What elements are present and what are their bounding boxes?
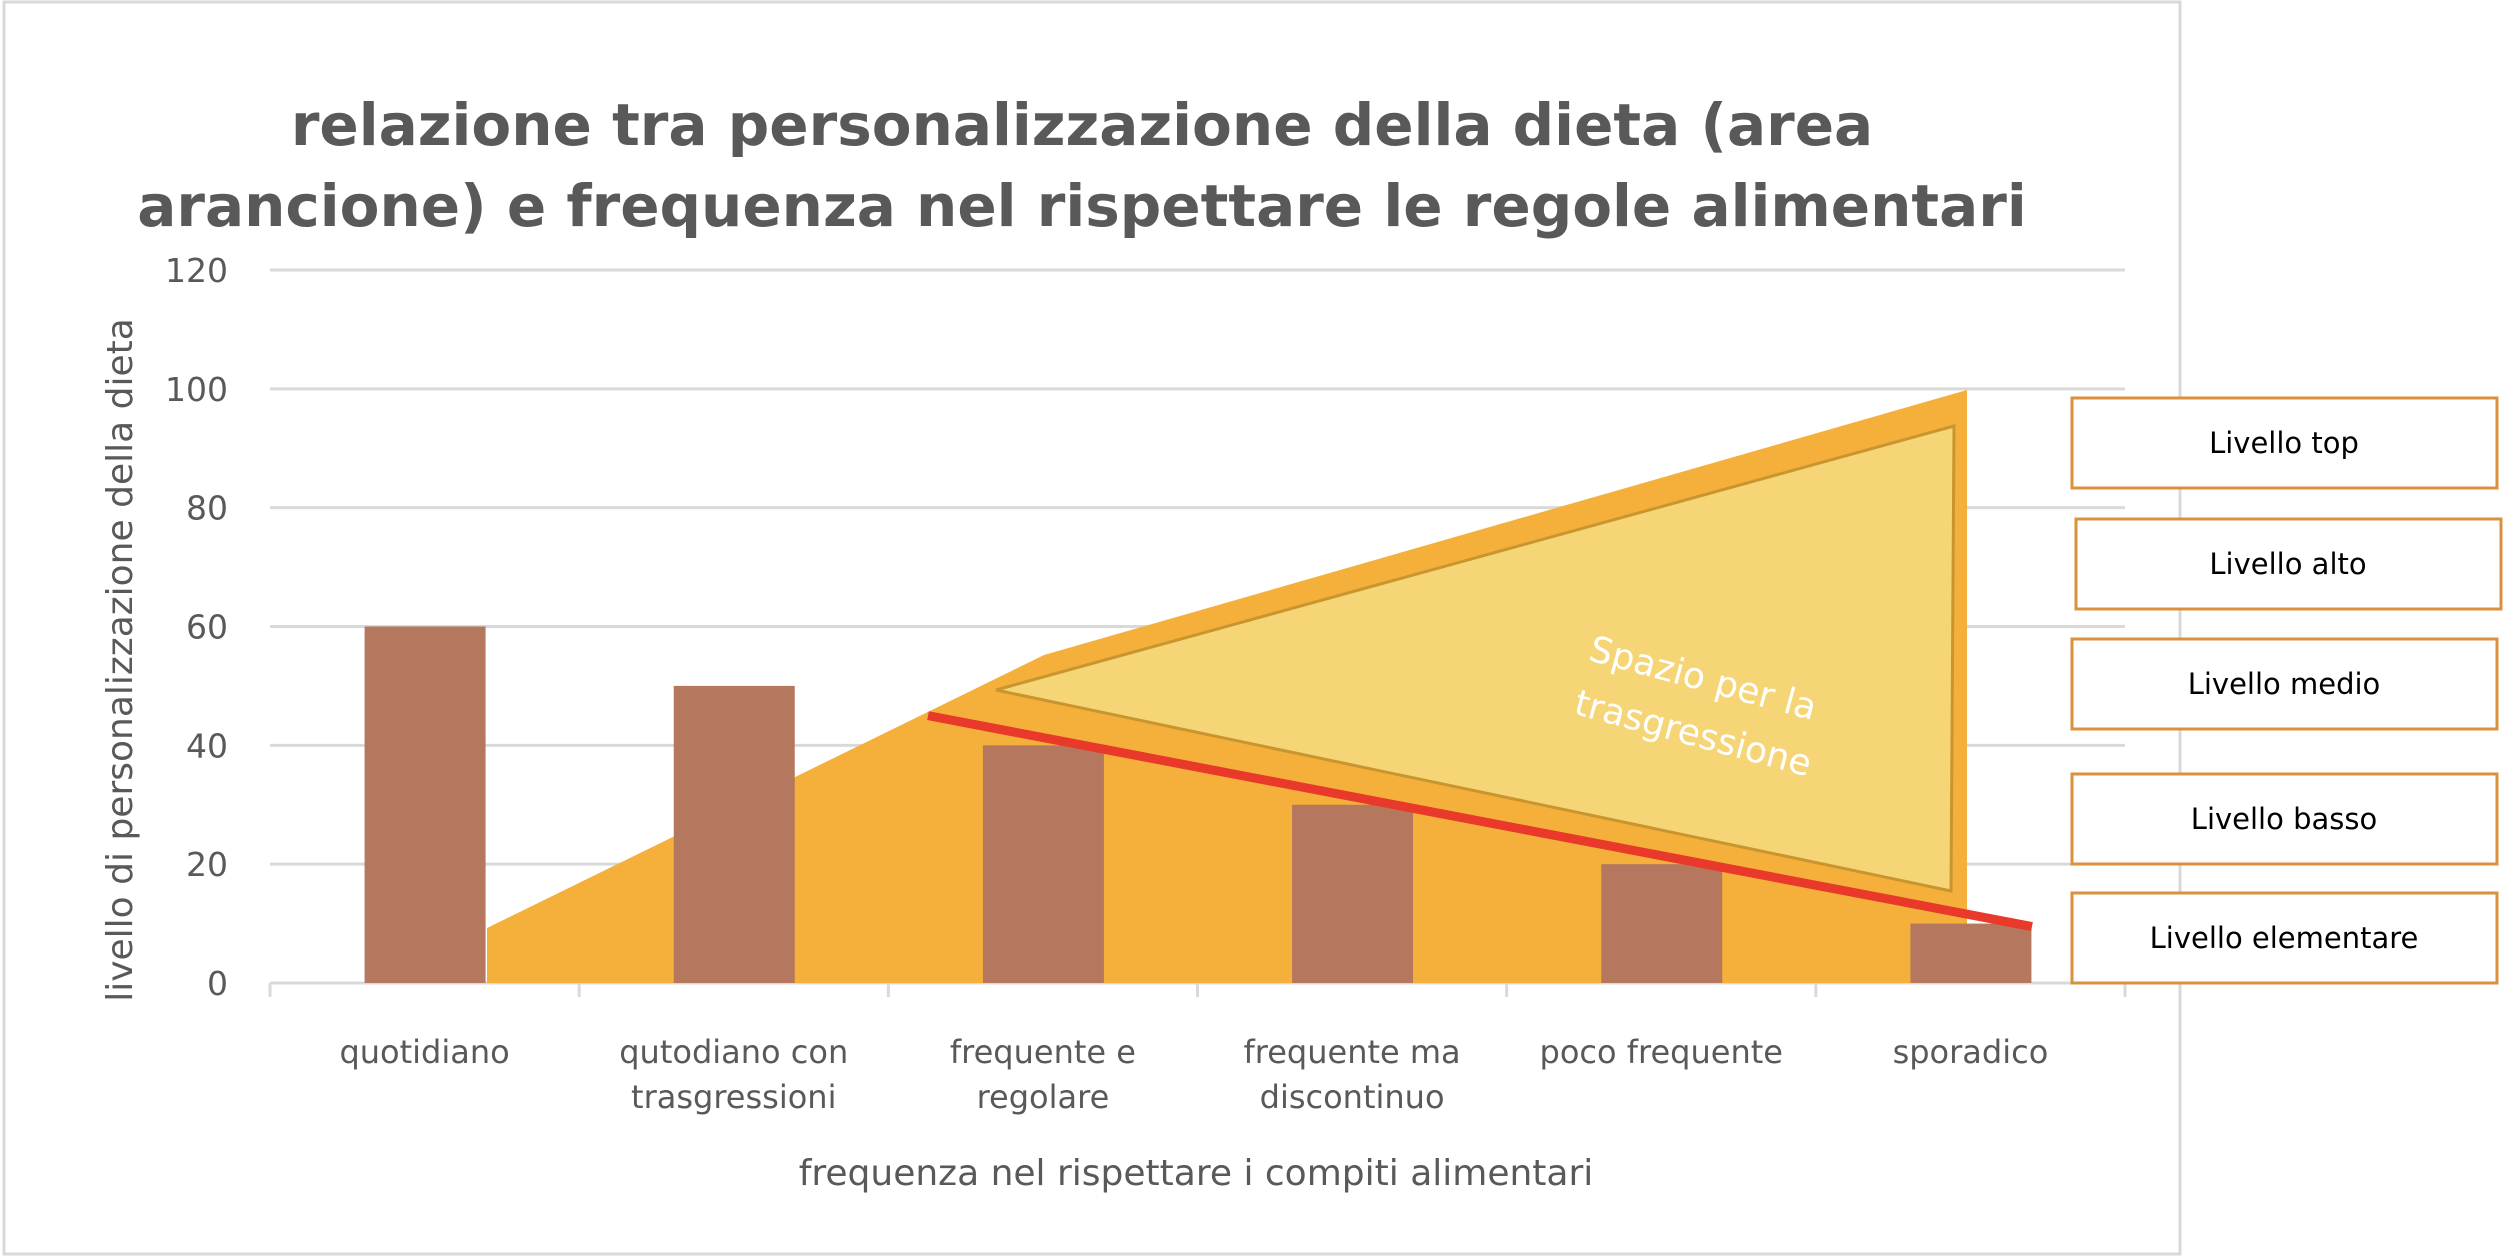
level-label: Livello basso <box>2191 802 2377 836</box>
bar <box>982 745 1104 983</box>
bar <box>673 685 795 983</box>
level-boxes: Livello top Livello alto Livello medio Live… <box>2070 396 2503 985</box>
x-tick-label: regolare <box>977 1078 1110 1116</box>
bar <box>364 626 486 983</box>
y-tick-label: 100 <box>165 370 228 409</box>
bar <box>1601 864 1723 983</box>
y-tick-label: 40 <box>186 726 228 765</box>
x-tick-label: discontinuo <box>1260 1078 1445 1116</box>
x-axis-title: frequenza nel rispettare i compiti alime… <box>799 1153 1594 1194</box>
x-tick-label: frequente ma <box>1244 1033 1461 1071</box>
y-tick-labels: 0 20 40 60 80 100 120 <box>165 251 228 1003</box>
level-box <box>2074 517 2503 611</box>
x-tick-label: poco frequente <box>1540 1033 1783 1071</box>
x-tick-label: trasgressioni <box>631 1078 836 1116</box>
level-label: Livello top <box>2209 426 2359 460</box>
level-box <box>2070 396 2499 490</box>
level-label: Livello alto <box>2209 547 2366 581</box>
y-axis-title: livello di personalizzazione della dieta <box>100 318 141 1002</box>
y-tick-label: 80 <box>186 489 228 528</box>
level-box <box>2070 772 2499 866</box>
level-label: Livello elementare <box>2150 921 2419 955</box>
x-tick-label: sporadico <box>1893 1033 2049 1071</box>
chart-title-line-2: arancione) e frequenza nel rispettare le… <box>137 172 2027 240</box>
y-tick-label: 20 <box>186 845 228 884</box>
bar <box>1292 804 1414 983</box>
x-tick-label: frequente e <box>950 1033 1136 1071</box>
y-tick-label: 60 <box>186 608 228 647</box>
level-label: Livello medio <box>2188 667 2381 701</box>
trend-line <box>927 711 2033 931</box>
bar <box>1910 923 2032 983</box>
level-box <box>2070 637 2499 731</box>
level-box <box>2070 891 2499 985</box>
bars <box>364 626 2032 983</box>
x-tick-labels: quotidiano qutodiano con trasgressioni freq… <box>339 1033 2048 1116</box>
y-tick-label: 0 <box>207 964 228 1003</box>
x-tick-label: qutodiano con <box>619 1033 848 1071</box>
transgression-space-triangle <box>995 424 1956 893</box>
chart-title-line-1: relazione tra personalizzazione della di… <box>291 91 1873 159</box>
x-tick-label: quotidiano <box>339 1033 509 1071</box>
y-tick-label: 120 <box>165 251 228 290</box>
